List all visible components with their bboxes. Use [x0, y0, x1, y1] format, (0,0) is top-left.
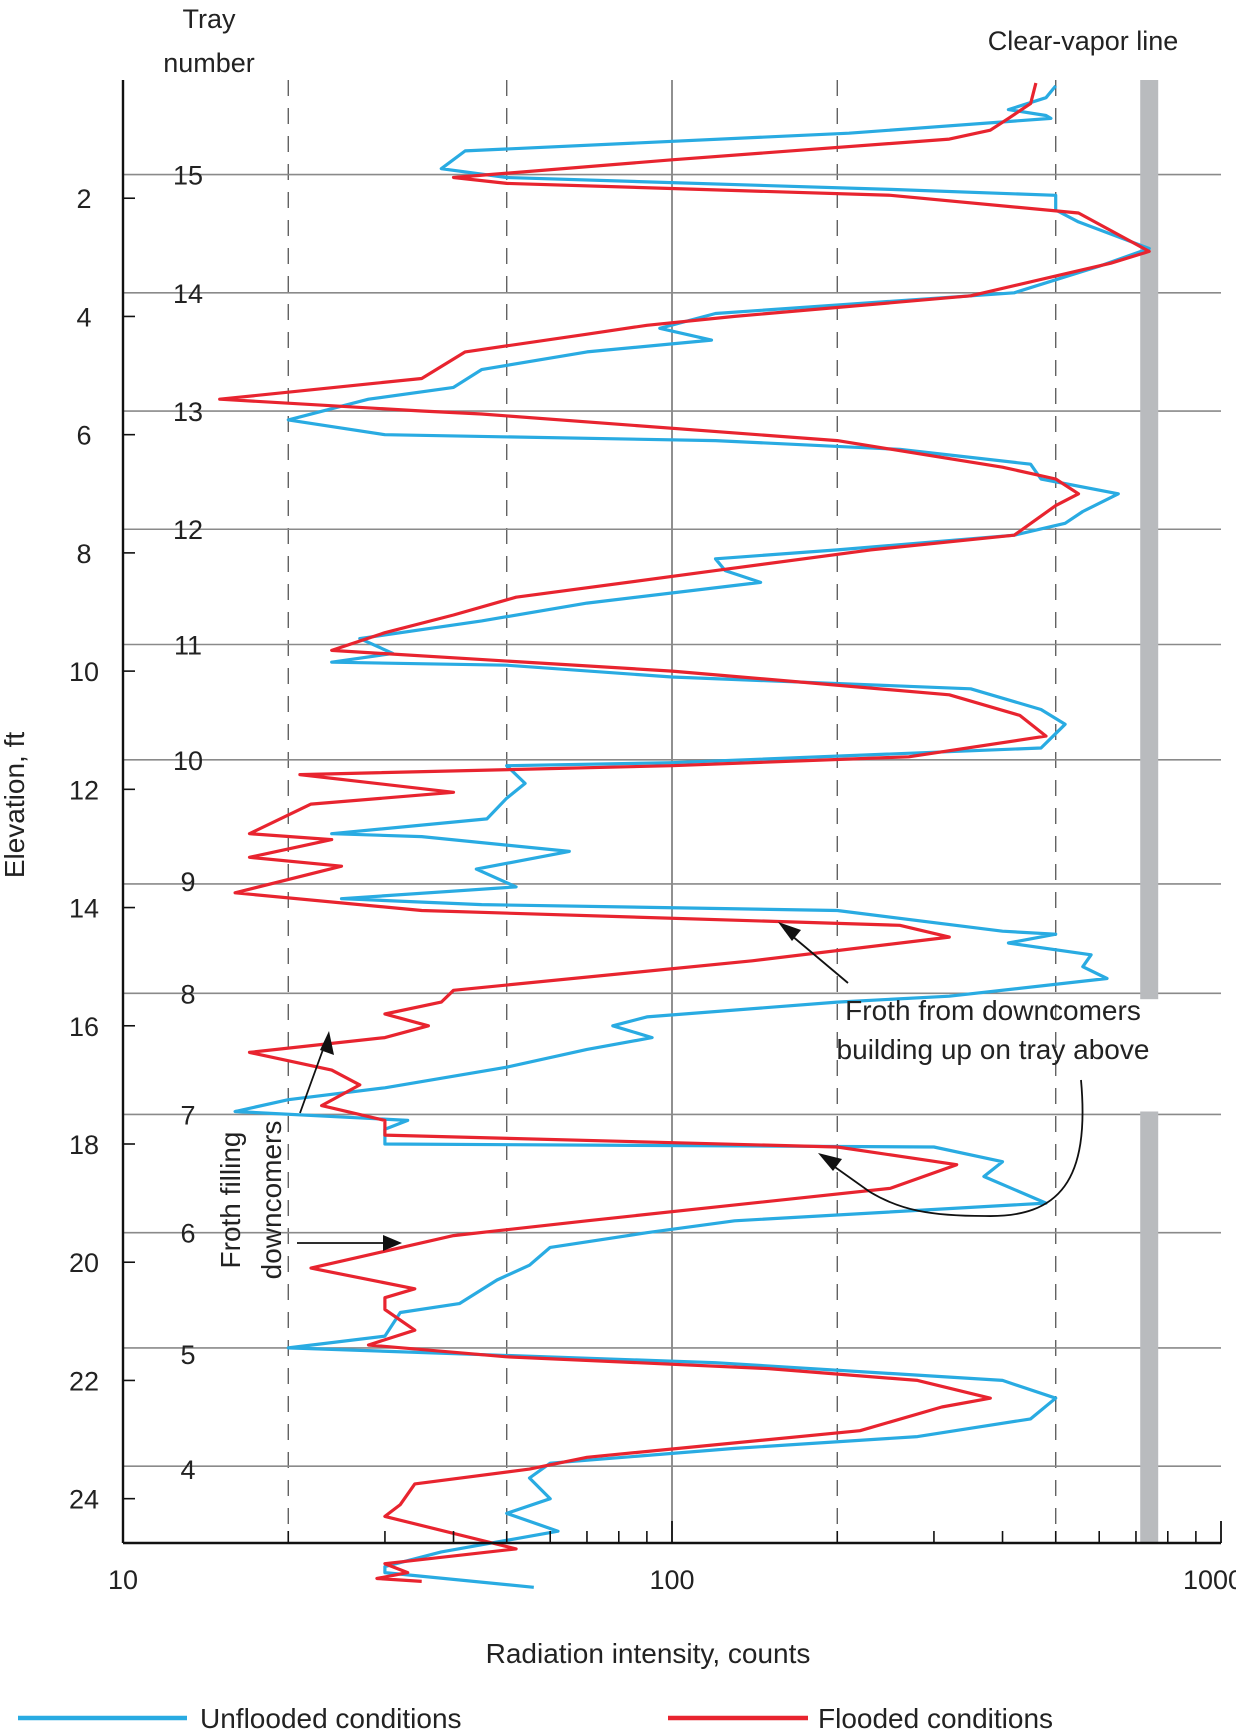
gridlines — [287, 80, 1057, 1543]
clear-vapor-bar-lower — [1140, 1111, 1159, 1543]
y-tick-label-22: 22 — [69, 1366, 99, 1396]
froth-buildup-arrowhead-lower — [818, 1153, 842, 1171]
series-lines — [218, 82, 1151, 1589]
froth-buildup-arrow-lower — [824, 1079, 1084, 1217]
y-tick-label-14: 14 — [69, 894, 99, 924]
froth-filling-line-1: Froth filling — [215, 1132, 246, 1269]
labels: Tray number Clear-vapor line Radiation i… — [0, 4, 1178, 1669]
froth-filling-line-2: downcomers — [256, 1121, 287, 1280]
series-line-flooded — [218, 82, 1151, 1583]
y-tick-label-2: 2 — [76, 184, 91, 214]
tray-number-4: 4 — [180, 1455, 195, 1485]
legend-label-flooded: Flooded conditions — [818, 1703, 1053, 1734]
tray-number-14: 14 — [173, 279, 203, 309]
froth-filling-arrow-upper — [299, 1043, 326, 1114]
tray-number-12: 12 — [173, 515, 203, 545]
y-tick-label-4: 4 — [76, 302, 91, 332]
y-tick-label-24: 24 — [69, 1485, 99, 1515]
y-tick-label-10: 10 — [69, 657, 99, 687]
legend: Unflooded conditions Flooded conditions — [18, 1703, 1053, 1734]
tray-number-11: 11 — [174, 631, 202, 661]
tray-lines — [123, 173, 1221, 1467]
y-tick-label-8: 8 — [76, 539, 91, 569]
x-tick-label-100: 100 — [649, 1565, 694, 1595]
y-tick-label-12: 12 — [69, 775, 99, 805]
froth-buildup-arrowhead-upper — [778, 922, 801, 941]
froth-buildup-arrow-upper — [784, 929, 849, 984]
y-axis-title: Elevation, ft — [0, 732, 30, 879]
tray-number-5: 5 — [180, 1340, 195, 1370]
tray-number-15: 15 — [173, 161, 203, 191]
tray-number-9: 9 — [180, 867, 195, 897]
froth-filling-arrowhead-upper — [320, 1031, 334, 1055]
series-line-unflooded — [233, 84, 1151, 1589]
y-tick-label-6: 6 — [76, 421, 91, 451]
legend-label-unflooded: Unflooded conditions — [200, 1703, 462, 1734]
tray-header-line-1: Tray — [183, 4, 236, 34]
froth-filling-arrowhead-lower — [383, 1235, 402, 1251]
clear-vapor-line — [1140, 80, 1159, 1543]
tray-header-line-2: number — [163, 48, 255, 78]
clear-vapor-label: Clear-vapor line — [988, 26, 1179, 56]
annotations: Froth from downcomers building up on tra… — [215, 922, 1149, 1279]
tray-number-8: 8 — [180, 979, 195, 1009]
tray-number-13: 13 — [173, 397, 203, 427]
x-tick-label-1000: 1000 — [1183, 1565, 1236, 1595]
clear-vapor-bar-upper — [1140, 80, 1159, 1000]
y-tick-label-16: 16 — [69, 1012, 99, 1042]
y-tick-label-18: 18 — [69, 1130, 99, 1160]
x-axis-title: Radiation intensity, counts — [486, 1638, 811, 1669]
y-tick-label-20: 20 — [69, 1248, 99, 1278]
x-tick-label-10: 10 — [108, 1565, 138, 1595]
froth-buildup-line-2: building up on tray above — [837, 1034, 1150, 1065]
tray-number-10: 10 — [173, 746, 203, 776]
tray-number-7: 7 — [180, 1100, 195, 1130]
tray-number-6: 6 — [180, 1219, 195, 1249]
froth-buildup-line-1: Froth from downcomers — [845, 995, 1141, 1026]
